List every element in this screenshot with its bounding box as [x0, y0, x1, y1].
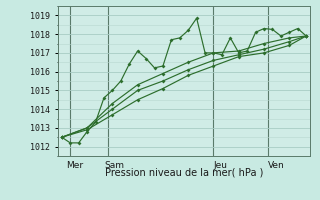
Text: Mer: Mer — [66, 161, 83, 170]
Text: Jeu: Jeu — [213, 161, 228, 170]
Text: Ven: Ven — [268, 161, 285, 170]
Text: Sam: Sam — [104, 161, 124, 170]
X-axis label: Pression niveau de la mer( hPa ): Pression niveau de la mer( hPa ) — [105, 167, 263, 177]
